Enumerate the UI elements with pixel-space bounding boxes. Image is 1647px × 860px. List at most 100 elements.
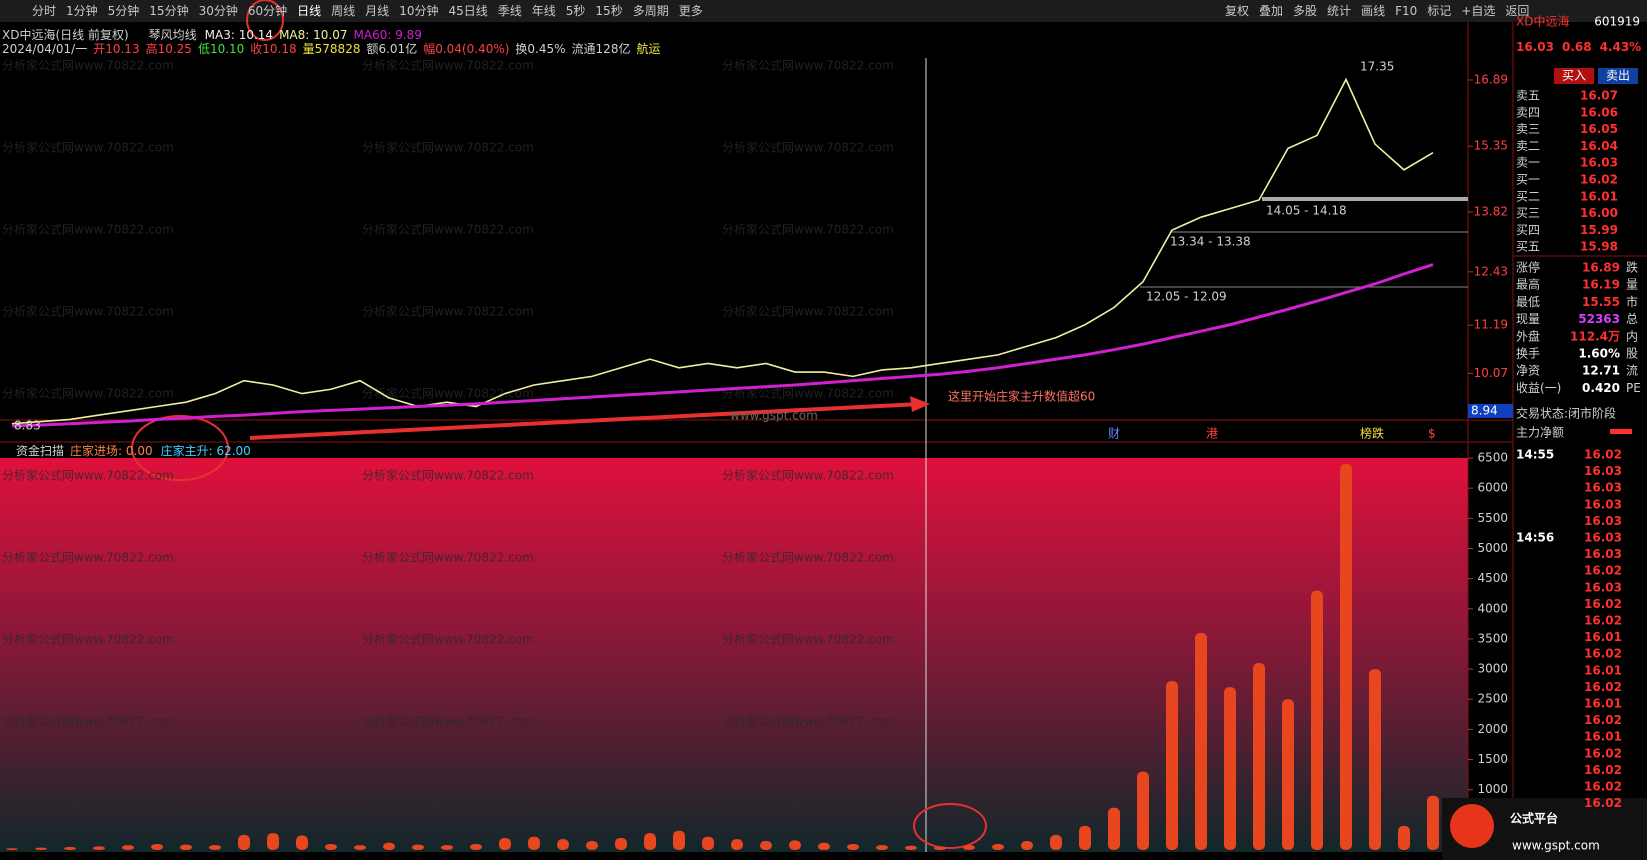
period-tab[interactable]: 30分钟 xyxy=(199,3,238,18)
period-tab[interactable]: 更多 xyxy=(679,4,703,18)
bar xyxy=(731,839,743,850)
tick-price: 16.03 xyxy=(1584,531,1622,545)
y-tick-label: 10.07 xyxy=(1474,366,1508,380)
watermark: 分析家公式网www.70822.com xyxy=(722,58,894,73)
period-tab[interactable]: 季线 xyxy=(498,4,522,18)
button-bg[interactable] xyxy=(1598,68,1638,84)
bar xyxy=(325,843,337,850)
bar xyxy=(557,839,569,850)
bar xyxy=(1427,795,1439,850)
toolbar-button[interactable]: F10 xyxy=(1395,4,1417,18)
watermark: 分析家公式网www.70822.com xyxy=(362,386,534,401)
bar xyxy=(1282,699,1294,850)
stat-value: 16.19 xyxy=(1582,278,1620,292)
quote-line: 16.03 0.68 4.43% xyxy=(1516,40,1641,54)
stat-label: 净资 xyxy=(1516,364,1540,378)
bar xyxy=(1079,825,1091,850)
bar xyxy=(1166,681,1178,850)
stat-suffix: 跌 xyxy=(1626,260,1638,275)
y-tick-label: 12.43 xyxy=(1474,264,1508,278)
period-tab[interactable]: 年线 xyxy=(532,4,556,18)
ma-label: MA8: 10.07 xyxy=(279,28,347,42)
period-tab[interactable]: 1分钟 xyxy=(66,3,98,18)
tick-price: 16.01 xyxy=(1584,730,1622,744)
bar xyxy=(64,846,76,850)
logo-url: www.gspt.com xyxy=(1512,839,1600,853)
indicator-name: 琴风均线 xyxy=(149,28,197,42)
book-price: 16.05 xyxy=(1580,122,1618,136)
stat-label: 外盘 xyxy=(1516,328,1540,343)
logo-name: 公式平台 xyxy=(1510,811,1558,826)
range-label: 14.05 - 14.18 xyxy=(1266,204,1347,218)
bar xyxy=(6,848,18,850)
trade-status: 交易状态:闭市阶段 xyxy=(1516,406,1616,421)
watermark: 分析家公式网www.70822.com xyxy=(2,714,174,729)
y-tick-label: 1500 xyxy=(1477,752,1508,766)
watermark: 分析家公式网www.70822.com xyxy=(722,796,894,811)
indicator-name: 资金扫描 xyxy=(16,443,64,458)
watermark: 分析家公式网www.70822.com xyxy=(2,386,174,401)
ma-label: MA60: 9.89 xyxy=(354,28,422,42)
bar xyxy=(499,837,511,850)
buy-button[interactable]: 买入 xyxy=(1562,69,1586,83)
period-tab[interactable]: 60分钟 xyxy=(248,3,287,18)
period-tab[interactable]: 周线 xyxy=(331,4,355,18)
period-tab[interactable]: 分时 xyxy=(32,4,56,18)
bar xyxy=(818,842,830,850)
bar-info-item: 额6.01亿 xyxy=(366,41,417,56)
period-tab[interactable]: 5分钟 xyxy=(108,3,140,18)
stat-label: 最低 xyxy=(1516,295,1540,309)
y-tick-label: 4500 xyxy=(1477,571,1508,585)
bar-info-item: 高10.25 xyxy=(146,41,192,56)
watermark: 分析家公式网www.70822.com xyxy=(2,550,174,565)
indicator-value: 庄家主升: 62.00 xyxy=(161,443,251,458)
annotation-note: 这里开始庄家主升数值超60 xyxy=(948,389,1095,404)
period-tab[interactable]: 15分钟 xyxy=(149,3,188,18)
sell-button[interactable]: 卖出 xyxy=(1606,69,1630,83)
change-pct: 4.43% xyxy=(1600,40,1642,54)
toolbar-button[interactable]: 返回 xyxy=(1505,4,1529,18)
period-tab[interactable]: 月线 xyxy=(365,4,389,18)
y-tick-label: 2000 xyxy=(1477,722,1508,736)
tick-price: 16.01 xyxy=(1584,697,1622,711)
watermark: 分析家公式网www.70822.com xyxy=(362,222,534,237)
period-tab[interactable]: 45日线 xyxy=(448,4,487,18)
period-tab[interactable]: 10分钟 xyxy=(399,3,438,18)
period-tab[interactable]: 日线 xyxy=(297,4,321,18)
tick-price: 16.02 xyxy=(1584,763,1622,777)
price-label: 8.83 xyxy=(14,419,41,433)
watermark: 分析家公式网www.70822.com xyxy=(2,632,174,647)
book-price: 16.06 xyxy=(1580,105,1618,119)
toolbar-button[interactable]: 复权 xyxy=(1225,4,1249,18)
toolbar-button[interactable]: 多股 xyxy=(1293,4,1317,18)
toolbar-button[interactable]: 标记 xyxy=(1427,4,1451,18)
watermark: 分析家公式网www.70822.com xyxy=(2,304,174,319)
toolbar-button[interactable]: +自选 xyxy=(1461,4,1495,18)
tick-price: 16.03 xyxy=(1584,481,1622,495)
watermark: 分析家公式网www.70822.com xyxy=(722,468,894,483)
bar xyxy=(412,844,424,850)
toolbar-button[interactable]: 统计 xyxy=(1327,4,1351,18)
toolbar-button[interactable]: 叠加 xyxy=(1259,4,1283,18)
stat-label: 换手 xyxy=(1516,347,1540,361)
bar xyxy=(1369,669,1381,850)
bar xyxy=(1253,663,1265,850)
period-tab[interactable]: 15秒 xyxy=(595,4,622,18)
toolbar-button[interactable]: 画线 xyxy=(1361,4,1385,18)
bar xyxy=(1398,825,1410,850)
watermark: 分析家公式网www.70822.com xyxy=(2,222,174,237)
tick-price: 16.01 xyxy=(1584,630,1622,644)
book-price: 16.03 xyxy=(1580,156,1618,170)
period-tab[interactable]: 5秒 xyxy=(566,4,586,18)
book-label: 买四 xyxy=(1516,223,1540,237)
button-bg[interactable] xyxy=(1554,68,1594,84)
event-marker: $ xyxy=(1428,427,1436,441)
tick-price: 16.02 xyxy=(1584,680,1622,694)
bar xyxy=(992,843,1004,850)
bar-info-item: 量578828 xyxy=(303,42,361,56)
bar xyxy=(238,834,250,850)
y-tick-label: 5000 xyxy=(1477,541,1508,555)
period-tab[interactable]: 多周期 xyxy=(633,4,669,18)
stat-value: 1.60% xyxy=(1578,347,1620,361)
bar-info: 2024/04/01/一 开10.13 高10.25 低10.10 收10.18 量578… xyxy=(2,41,660,56)
